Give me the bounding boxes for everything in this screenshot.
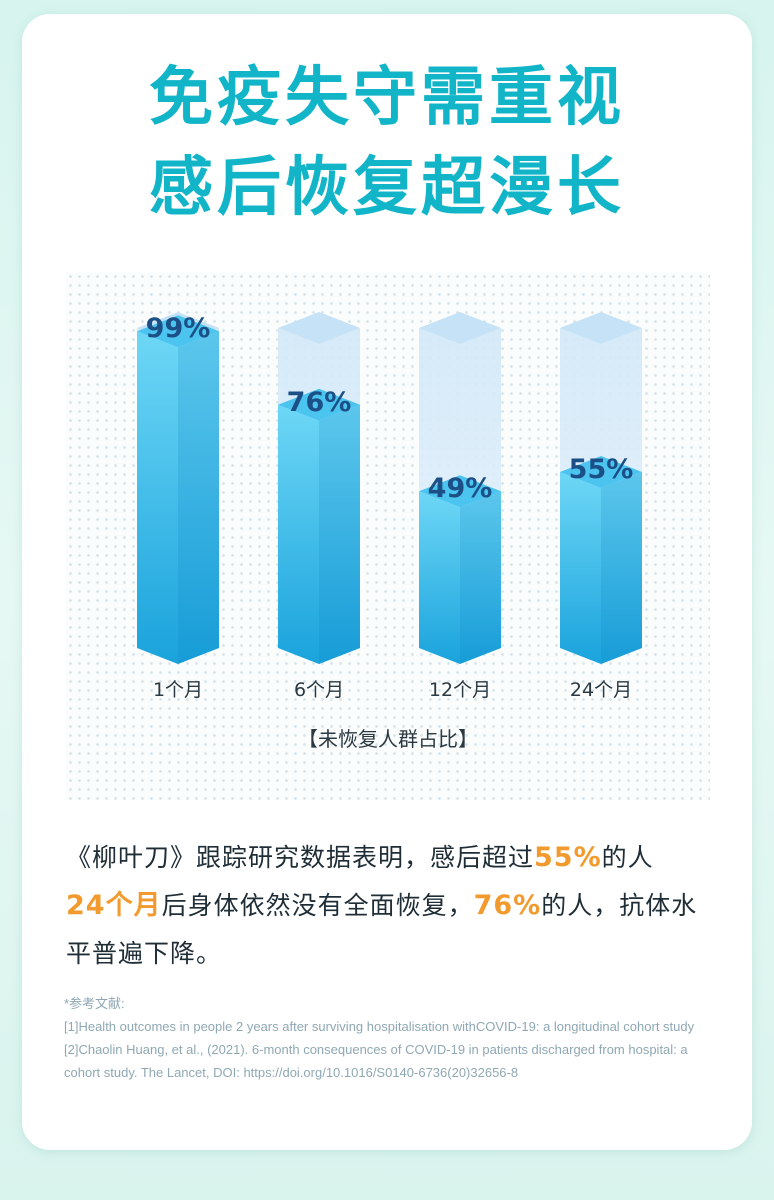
highlight-76-percent: 76% bbox=[473, 890, 542, 921]
category-label: 24个月 bbox=[570, 679, 632, 701]
bar-empty-cap bbox=[278, 312, 360, 344]
bar-filled-column bbox=[560, 472, 642, 664]
bar-filled-cap bbox=[560, 456, 642, 488]
chart-panel: 99% 1个月 76% 6个月 49% 12个月 55% 24个月 【未恢复人群占比】 bbox=[66, 272, 710, 800]
bar-chart: 99% 1个月 76% 6个月 49% 12个月 55% 24个月 【未恢复人群占比】 bbox=[137, 312, 642, 751]
summary-text-4: 的人，抗体水平普遍下降。 bbox=[66, 891, 698, 968]
references-heading: *参考文献: bbox=[64, 996, 125, 1011]
references: *参考文献: [1]Health outcomes in people 2 ye… bbox=[64, 992, 724, 1084]
reference-item-2: [2]Chaolin Huang, et al., (2021). 6-mont… bbox=[64, 1042, 688, 1080]
bar-value-label: 76% bbox=[287, 387, 352, 418]
bar-empty-cap bbox=[560, 312, 642, 344]
bar-value-label: 55% bbox=[569, 454, 634, 485]
summary-text-3: 后身体依然没有全面恢复， bbox=[161, 891, 474, 920]
summary-paragraph: 《柳叶刀》跟踪研究数据表明，感后超过55%的人 24个月后身体依然没有全面恢复，7… bbox=[66, 834, 716, 978]
category-label: 6个月 bbox=[294, 679, 344, 701]
bar-side-shade bbox=[178, 331, 219, 664]
reference-item-1: [1]Health outcomes in people 2 years aft… bbox=[64, 1019, 695, 1034]
bar-empty-cap bbox=[419, 312, 501, 344]
bar-12个月: 49% 12个月 bbox=[419, 312, 501, 701]
bar-filled-column bbox=[137, 331, 219, 664]
bar-value-label: 99% bbox=[146, 313, 211, 344]
bar-filled-cap bbox=[137, 315, 219, 348]
bar-filled-column bbox=[278, 404, 360, 664]
bar-filled-column bbox=[419, 491, 501, 664]
bar-side-shade bbox=[319, 404, 360, 664]
summary-text-1: 《柳叶刀》跟踪研究数据表明，感后超过 bbox=[66, 843, 535, 872]
bar-side-shade bbox=[460, 491, 501, 664]
headline-line-2: 感后恢复超漫长 bbox=[149, 151, 625, 225]
bar-6个月: 76% 6个月 bbox=[278, 312, 360, 701]
headline-line-1: 免疫失守需重视 bbox=[149, 61, 625, 135]
bar-24个月: 55% 24个月 bbox=[560, 312, 642, 701]
highlight-24-months: 24个月 bbox=[66, 890, 162, 921]
bar-side-shade bbox=[601, 472, 642, 664]
bar-filled-cap bbox=[278, 388, 360, 421]
bar-1个月: 99% 1个月 bbox=[137, 312, 219, 701]
category-label: 1个月 bbox=[153, 679, 203, 701]
category-label: 12个月 bbox=[429, 679, 491, 701]
highlight-55-percent: 55% bbox=[534, 842, 602, 873]
chart-caption: 【未恢复人群占比】 bbox=[298, 727, 478, 751]
bar-value-label: 49% bbox=[428, 473, 493, 504]
bar-filled-cap bbox=[419, 475, 501, 508]
summary-text-2: 的人 bbox=[601, 843, 654, 872]
